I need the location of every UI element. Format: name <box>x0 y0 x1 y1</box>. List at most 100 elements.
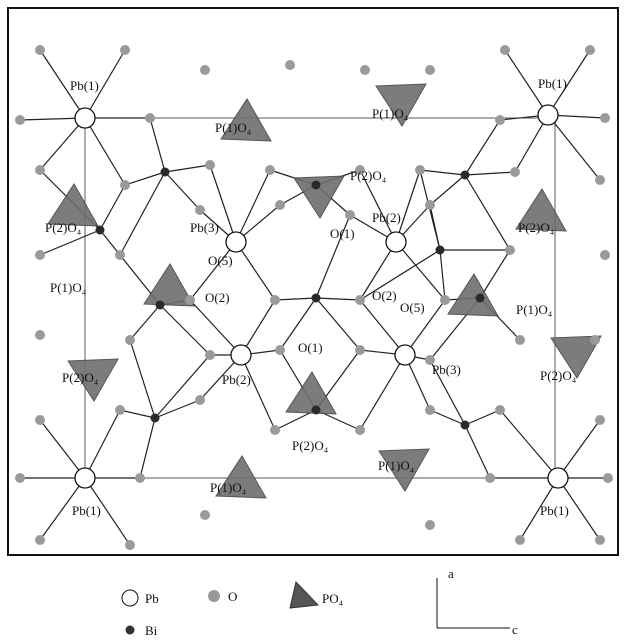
o-atom <box>600 113 610 123</box>
o-atom <box>515 535 525 545</box>
legend-o-icon <box>208 590 220 602</box>
bond <box>440 250 445 300</box>
o-atom <box>125 335 135 345</box>
atom-label: P(1)O₄ <box>378 458 415 473</box>
bond <box>241 355 275 430</box>
bond <box>130 305 160 340</box>
o-atom <box>595 535 605 545</box>
o-atom <box>495 115 505 125</box>
o-atom <box>35 165 45 175</box>
legend-label: Bi <box>145 623 158 638</box>
o-atom <box>270 425 280 435</box>
o-atom <box>15 473 25 483</box>
bond <box>236 170 270 242</box>
bond <box>40 420 85 478</box>
bond <box>85 118 125 185</box>
atom-label: O(5) <box>400 300 425 315</box>
o-atom <box>425 405 435 415</box>
atom-label: O(1) <box>330 226 355 241</box>
o-atom <box>35 250 45 260</box>
atom-label: O(2) <box>372 288 397 303</box>
bond <box>100 185 125 230</box>
atom-label: P(2)O₄ <box>540 368 577 383</box>
o-atom <box>285 60 295 70</box>
axis-label: a <box>448 566 454 581</box>
bond <box>480 250 510 298</box>
o-atom <box>120 45 130 55</box>
legend-pb-icon <box>122 590 138 606</box>
o-atom <box>135 473 145 483</box>
atom-label: P(2)O₄ <box>350 168 387 183</box>
atom-label: O(2) <box>205 290 230 305</box>
o-atom <box>425 200 435 210</box>
pb-atom <box>538 105 558 125</box>
o-atom <box>185 295 195 305</box>
pb-atom <box>226 232 246 252</box>
o-atom <box>500 45 510 55</box>
o-atom <box>35 45 45 55</box>
pb-atom <box>75 468 95 488</box>
o-atom <box>270 295 280 305</box>
legend-label: PO₄ <box>322 591 344 606</box>
bond <box>155 400 200 418</box>
o-atom <box>425 65 435 75</box>
atom-label: P(1)O₄ <box>215 120 252 135</box>
o-atom <box>595 175 605 185</box>
o-atom <box>275 200 285 210</box>
legend-po4-icon <box>290 582 318 608</box>
o-atom <box>440 295 450 305</box>
atom-label: P(2)O₄ <box>518 220 555 235</box>
o-atom <box>495 405 505 415</box>
pb-atom <box>386 232 406 252</box>
bond <box>500 410 558 478</box>
o-atom <box>15 115 25 125</box>
o-atom <box>505 245 515 255</box>
bi-atom <box>436 246 445 255</box>
bond <box>465 410 500 425</box>
bond <box>430 410 465 425</box>
frame <box>8 8 618 555</box>
bond <box>155 355 210 418</box>
bond <box>165 172 200 210</box>
legend-label: O <box>228 589 237 604</box>
bi-atom <box>161 168 170 177</box>
atom-label: Pb(2) <box>372 210 401 225</box>
atom-label: Pb(3) <box>190 220 219 235</box>
o-atom <box>125 540 135 550</box>
bond <box>396 170 420 242</box>
atom-label: Pb(2) <box>222 372 251 387</box>
o-atom <box>35 330 45 340</box>
atom-label: P(1)O₄ <box>50 280 87 295</box>
bond <box>430 175 465 205</box>
o-atom <box>115 405 125 415</box>
atom-label: Pb(1) <box>540 503 569 518</box>
pb-atom <box>395 345 415 365</box>
atom-label: Pb(1) <box>70 78 99 93</box>
legend-label: Pb <box>145 591 159 606</box>
bond <box>465 425 490 478</box>
bi-atom <box>96 226 105 235</box>
o-atom <box>515 335 525 345</box>
atom-label: P(1)O₄ <box>516 302 553 317</box>
bi-atom <box>312 181 321 190</box>
o-atom <box>115 250 125 260</box>
o-atom <box>360 65 370 75</box>
bond <box>360 300 405 355</box>
o-atom <box>485 473 495 483</box>
atom-label: P(1)O₄ <box>210 480 247 495</box>
bi-atom <box>461 171 470 180</box>
axes-indicator: a c <box>437 566 518 637</box>
o-atom <box>195 395 205 405</box>
o-atom <box>425 520 435 530</box>
o-atom <box>200 65 210 75</box>
bond <box>558 420 600 478</box>
o-atom <box>355 345 365 355</box>
atom-label: O(5) <box>208 253 233 268</box>
bond <box>160 305 210 355</box>
bi-atom <box>476 294 485 303</box>
bond <box>420 170 465 175</box>
pb-atom <box>75 108 95 128</box>
axis-label: c <box>512 622 518 637</box>
bond <box>360 355 405 430</box>
atom-label: O(1) <box>298 340 323 355</box>
